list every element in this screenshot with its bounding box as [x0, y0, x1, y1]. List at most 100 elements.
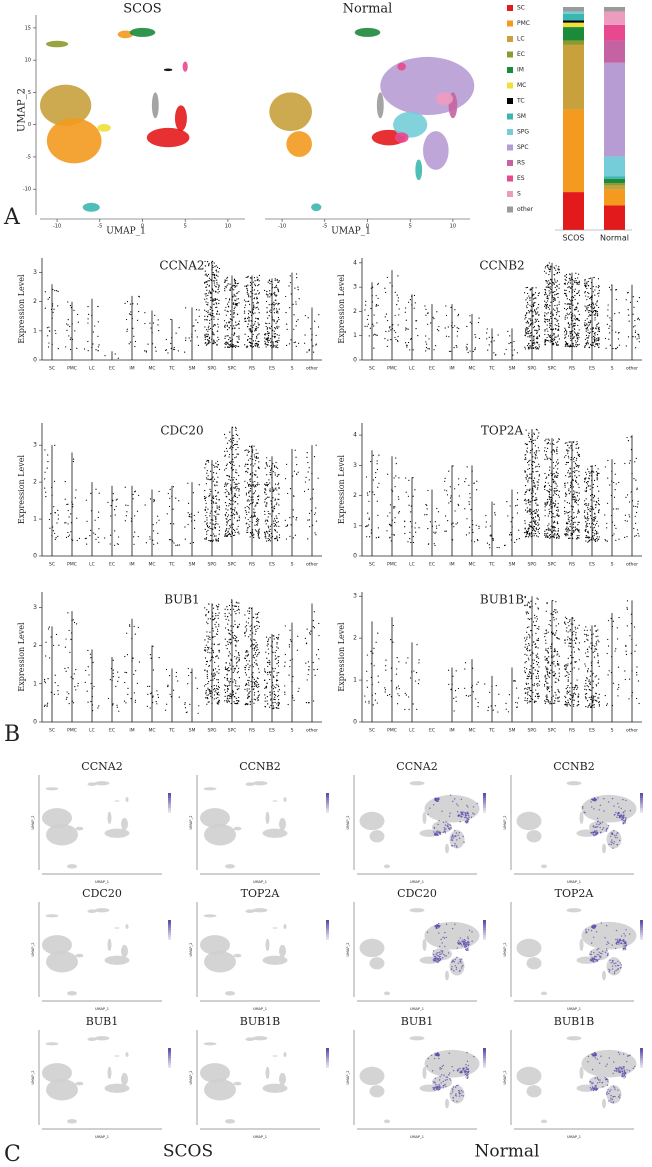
cell-dot	[466, 466, 468, 468]
cell-dot	[274, 465, 276, 467]
cell-dot	[548, 439, 550, 441]
cell-dot	[208, 611, 210, 613]
cell-dot	[276, 467, 279, 469]
cell-dot	[367, 323, 370, 325]
cell-dot	[594, 332, 596, 334]
cell-dot	[117, 671, 119, 673]
cell-dot	[248, 490, 250, 492]
cell-dot	[568, 529, 570, 531]
cell-dot	[231, 333, 233, 335]
cell-dot	[210, 499, 212, 502]
cell-dot	[254, 307, 256, 309]
cell-dot	[552, 531, 554, 533]
cell-dot	[230, 461, 232, 463]
cell-dot	[575, 476, 578, 479]
cell-dot	[275, 503, 277, 506]
cell-dot	[551, 520, 553, 522]
cell-dot	[584, 310, 587, 312]
cell-dot	[552, 449, 555, 451]
cell-dot	[147, 685, 149, 688]
cell-dot	[208, 635, 210, 637]
cell-dot	[527, 346, 530, 348]
cell-dot	[224, 450, 226, 452]
cell-dot	[198, 484, 200, 486]
cell-dot	[290, 524, 292, 526]
x-tick-label: ES	[589, 366, 595, 372]
cell-dot	[531, 435, 533, 438]
cell-dot	[410, 541, 412, 544]
cell-dot	[568, 441, 570, 443]
cell-dot	[211, 697, 213, 699]
cell-dot	[550, 485, 552, 488]
cell-dot	[249, 281, 251, 284]
cell-dot	[494, 514, 496, 516]
cell-dot	[250, 320, 252, 322]
cell-dot	[457, 313, 460, 315]
cell-dot	[557, 510, 559, 512]
cell-dot	[436, 328, 439, 331]
cell-dot	[212, 675, 214, 677]
cell-dot	[57, 693, 59, 695]
cell-dot	[626, 292, 629, 294]
cell-dot	[455, 523, 457, 525]
cell-dot	[369, 536, 371, 538]
cell-dot	[468, 484, 470, 486]
cell-dot	[189, 516, 191, 518]
cell-dot	[375, 295, 377, 297]
cell-dot	[205, 697, 207, 699]
cell-dot	[367, 494, 369, 496]
legend-label: SPC	[517, 144, 529, 151]
cell-dot	[212, 615, 214, 617]
cell-dot	[224, 535, 226, 537]
cell-dot	[234, 327, 236, 329]
cell-dot	[553, 333, 555, 335]
cell-dot	[210, 695, 212, 697]
cell-dot	[210, 540, 212, 542]
cell-dot	[234, 279, 237, 282]
cell-dot	[544, 503, 546, 505]
cell-dot	[524, 457, 527, 459]
cell-dot	[215, 518, 217, 520]
cell-dot	[531, 463, 533, 466]
cell-dot	[548, 286, 550, 288]
cell-dot	[578, 537, 580, 539]
cell-dot	[216, 505, 218, 507]
cell-dot	[256, 297, 259, 300]
cell-dot	[51, 305, 54, 307]
cell-dot	[267, 525, 269, 527]
cell-dot	[507, 330, 509, 332]
cell-dot	[611, 284, 613, 286]
cell-dot	[213, 334, 215, 336]
cell-dot	[534, 343, 536, 345]
cell-dot	[270, 304, 272, 306]
cell-dot	[236, 609, 238, 612]
cell-dot	[551, 453, 553, 455]
y-tick-label: 0	[353, 357, 357, 364]
cell-dot	[270, 474, 272, 476]
cell-dot	[546, 489, 548, 492]
cell-dot	[569, 280, 571, 282]
cell-dot	[572, 506, 575, 508]
cell-dot	[252, 458, 254, 460]
cell-dot	[568, 502, 571, 504]
cell-dot	[236, 626, 239, 629]
cell-dot	[555, 281, 557, 283]
cell-dot	[557, 528, 560, 530]
cell-dot	[228, 306, 230, 308]
cell-dot	[206, 635, 208, 637]
cell-dot	[156, 703, 158, 705]
cell-dot	[236, 341, 238, 343]
cell-dot	[207, 339, 209, 341]
cell-dot	[274, 287, 276, 289]
cell-dot	[471, 322, 473, 325]
cell-dot	[275, 286, 277, 288]
cell-dot	[558, 301, 560, 303]
cell-dot	[271, 476, 273, 479]
cell-dot	[226, 535, 229, 537]
cell-dot	[256, 276, 258, 278]
cell-dot	[269, 530, 271, 533]
cell-dot	[531, 480, 533, 482]
cell-dot	[249, 520, 251, 523]
cell-dot	[549, 466, 551, 468]
cell-dot	[526, 507, 528, 509]
